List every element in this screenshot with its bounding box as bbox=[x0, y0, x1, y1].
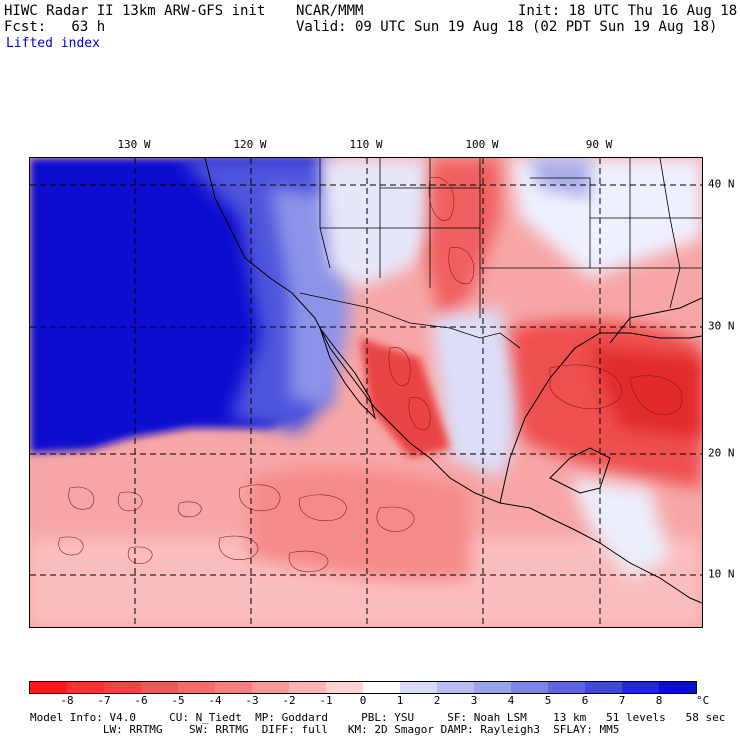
valid-time: Valid: 09 UTC Sun 19 Aug 18 (02 PDT Sun … bbox=[296, 19, 718, 35]
model-title: HIWC Radar II 13km ARW-GFS init bbox=[4, 3, 266, 19]
color-scale-tick: 2 bbox=[433, 694, 441, 707]
color-swatch bbox=[104, 682, 141, 693]
color-swatch bbox=[215, 682, 252, 693]
color-scale-tick: -8 bbox=[60, 694, 74, 707]
color-swatch bbox=[400, 682, 437, 693]
lat-label-10n: 10 N bbox=[708, 567, 735, 581]
color-swatch bbox=[252, 682, 289, 693]
color-swatch bbox=[178, 682, 215, 693]
color-scale-tick: 1 bbox=[396, 694, 404, 707]
color-scale-tick: -4 bbox=[208, 694, 222, 707]
color-scale-unit: °C bbox=[696, 694, 710, 707]
color-scale-tick: -1 bbox=[319, 694, 333, 707]
lon-label-130w: 130 W bbox=[117, 138, 151, 151]
model-info-line1: Model Info: V4.0 CU: N_Tiedt MP: Goddard… bbox=[30, 711, 726, 724]
color-scale-bar bbox=[29, 681, 697, 694]
field-westmex-red bbox=[360, 338, 450, 458]
lon-label-110w: 110 W bbox=[349, 138, 383, 151]
latlon-grid bbox=[30, 158, 702, 627]
field-south-pale bbox=[30, 538, 702, 627]
color-swatch bbox=[30, 682, 67, 693]
color-scale-tick: -5 bbox=[171, 694, 185, 707]
color-scale-tick: -6 bbox=[134, 694, 148, 707]
forecast-hour: Fcst: 63 h bbox=[4, 19, 106, 35]
model-info-line2: LW: RRTMG SW: RRTMG DIFF: full KM: 2D Sm… bbox=[30, 723, 620, 736]
color-swatch bbox=[326, 682, 363, 693]
lon-label-100w: 100 W bbox=[465, 138, 499, 151]
color-swatch bbox=[622, 682, 659, 693]
color-scale-tick: 7 bbox=[618, 694, 626, 707]
field-gulf-deep-red bbox=[590, 348, 702, 438]
color-swatch bbox=[585, 682, 622, 693]
color-swatch bbox=[474, 682, 511, 693]
color-swatch bbox=[67, 682, 104, 693]
color-scale-tick: 3 bbox=[470, 694, 478, 707]
field-name: Lifted index bbox=[6, 36, 100, 51]
political-borders bbox=[299, 158, 702, 349]
color-scale-tick: -2 bbox=[282, 694, 296, 707]
color-swatch bbox=[363, 682, 400, 693]
lifted-index-map bbox=[29, 157, 703, 628]
institution-label: NCAR/MMM bbox=[296, 3, 364, 19]
color-scale-tick: 4 bbox=[507, 694, 515, 707]
init-time: Init: 18 UTC Thu 16 Aug 18 bbox=[518, 3, 738, 19]
field-mexico-plateau bbox=[430, 308, 530, 478]
lat-label-40n: 40 N bbox=[708, 177, 735, 191]
color-scale-tick: 0 bbox=[359, 694, 367, 707]
color-swatch bbox=[437, 682, 474, 693]
color-scale-tick: -3 bbox=[245, 694, 259, 707]
field-pacific-red bbox=[250, 468, 470, 581]
lon-label-90w: 90 W bbox=[585, 138, 613, 151]
field-centralam-pale bbox=[570, 478, 670, 578]
lon-label-120w: 120 W bbox=[233, 138, 267, 151]
color-swatch bbox=[511, 682, 548, 693]
field-plains-red bbox=[425, 158, 500, 318]
color-swatch bbox=[548, 682, 585, 693]
color-scale-tick: 6 bbox=[581, 694, 589, 707]
lat-label-20n: 20 N bbox=[708, 446, 735, 460]
color-swatch bbox=[141, 682, 178, 693]
color-scale-tick: 5 bbox=[544, 694, 552, 707]
color-swatch bbox=[289, 682, 326, 693]
color-swatch bbox=[659, 682, 696, 693]
color-scale-tick: 8 bbox=[655, 694, 663, 707]
color-scale-tick: -7 bbox=[97, 694, 111, 707]
lat-label-30n: 30 N bbox=[708, 319, 735, 333]
